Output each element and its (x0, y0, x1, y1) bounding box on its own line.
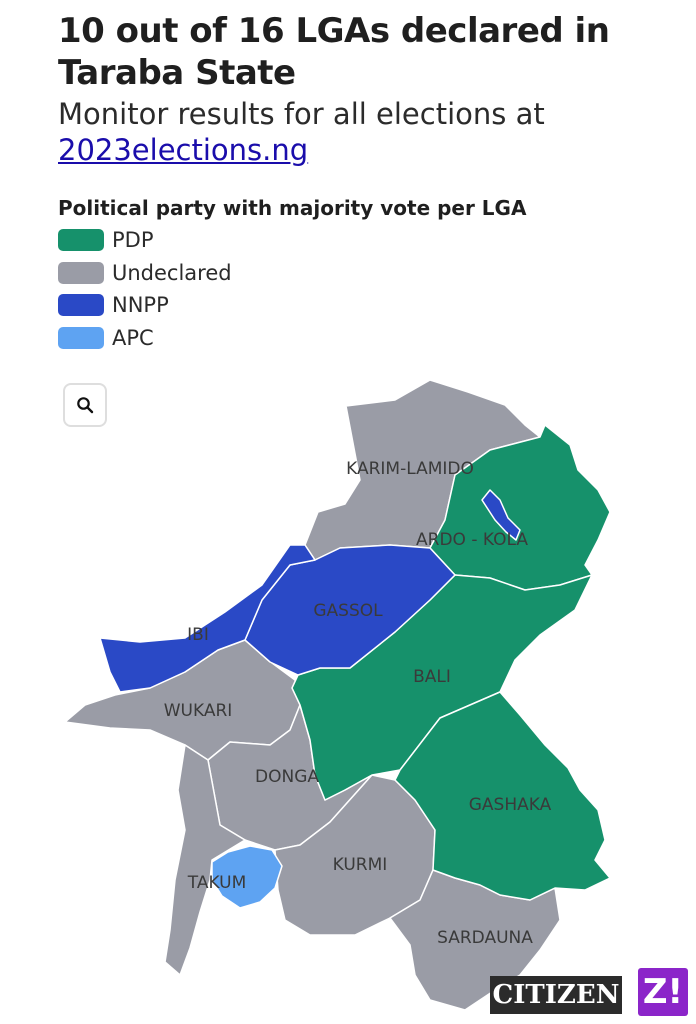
map-search-button[interactable] (63, 383, 107, 427)
lga-label-sardauna: SARDAUNA (437, 928, 533, 948)
legend-item-pdp: PDP (58, 224, 232, 257)
legend-swatch-undeclared (58, 261, 104, 284)
legend-label: APC (112, 325, 154, 350)
legend-item-nnpp: NNPP (58, 289, 232, 322)
legend-item-apc: APC (58, 322, 232, 355)
lga-label-ibi: IBI (187, 625, 209, 645)
search-icon (77, 397, 94, 414)
legend-title: Political party with majority vote per L… (58, 196, 527, 220)
elections-link[interactable]: 2023elections.ng (58, 133, 309, 167)
page-title: 10 out of 16 LGAs declared in Taraba Sta… (58, 11, 610, 93)
legend-label: Undeclared (112, 260, 232, 285)
lga-label-takum: TAKUM (187, 873, 247, 893)
lga-label-kurmi: KURMI (333, 855, 388, 875)
lga-label-wukari: WUKARI (164, 701, 233, 721)
legend-swatch-nnpp (58, 294, 104, 317)
citizen-logo: CITIZEN (490, 976, 622, 1014)
lga-label-ardo-kola: ARDO - KOLA (416, 530, 528, 550)
lga-label-karim-lamido: KARIM-LAMIDO (346, 459, 474, 479)
lga-ibi[interactable] (99, 544, 316, 693)
z-logo: Z! (638, 968, 688, 1016)
lga-gashaka[interactable] (394, 691, 611, 901)
subtitle: Monitor results for all elections at 202… (58, 96, 678, 168)
legend: PDP Undeclared NNPP APC (58, 224, 232, 354)
legend-swatch-apc (58, 326, 104, 349)
lga-label-gashaka: GASHAKA (469, 795, 552, 815)
lga-label-donga: DONGA (255, 767, 319, 787)
legend-swatch-pdp (58, 229, 104, 252)
lga-gassol[interactable] (244, 544, 456, 676)
lga-ardo-kola-nnpp (481, 489, 521, 541)
lga-takum-outer (164, 744, 246, 976)
lga-takum[interactable] (211, 845, 283, 909)
lga-label-gassol: GASSOL (313, 601, 383, 621)
legend-item-undeclared: Undeclared (58, 257, 232, 290)
lga-label-bali: BALI (413, 667, 451, 687)
legend-label: PDP (112, 228, 154, 253)
subtitle-text: Monitor results for all elections at (58, 97, 545, 131)
legend-label: NNPP (112, 293, 169, 318)
taraba-lga-map: KARIM-LAMIDO ARDO - KOLA GASSOL IBI BALI… (64, 379, 611, 1011)
